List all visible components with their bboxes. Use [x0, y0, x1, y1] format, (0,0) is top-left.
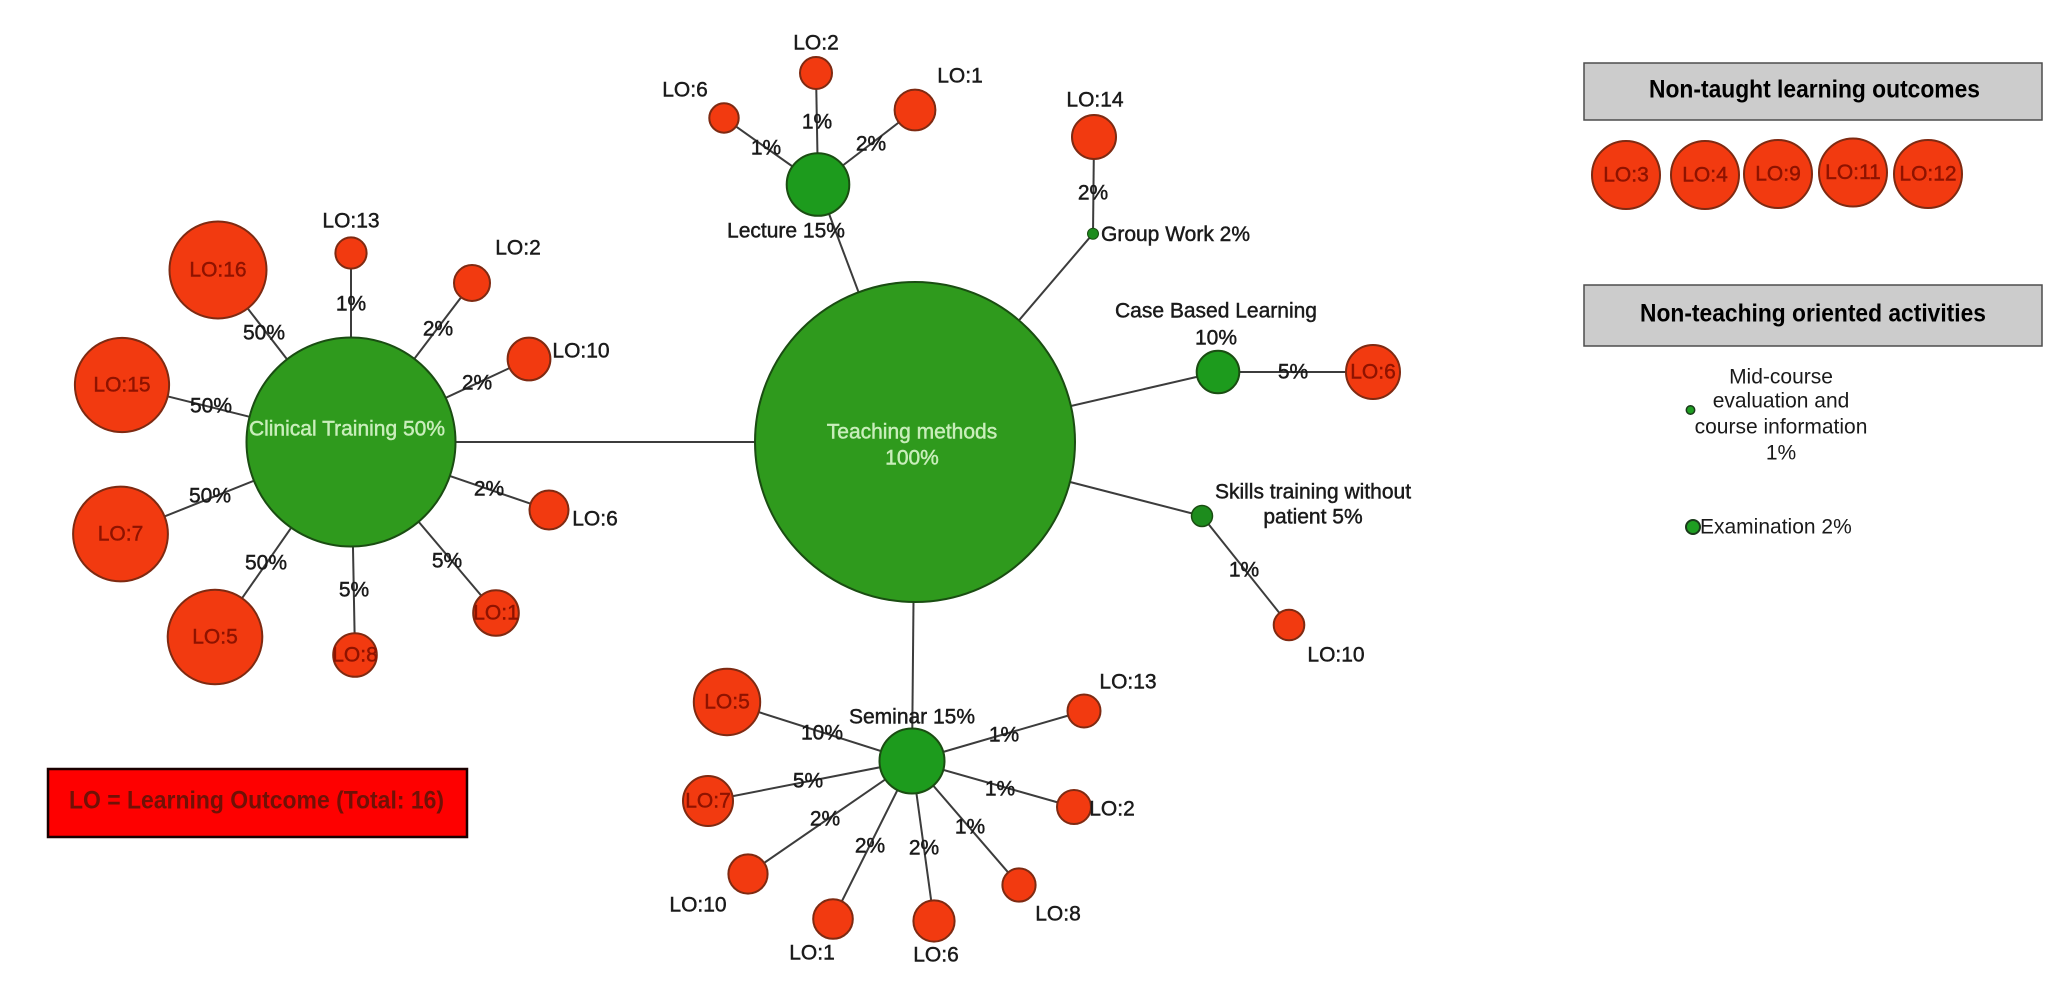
svg-text:2%: 2%: [1078, 182, 1108, 205]
svg-text:Examination 2%: Examination 2%: [1700, 516, 1852, 539]
svg-text:10%: 10%: [801, 722, 843, 745]
svg-text:1%: 1%: [1229, 559, 1259, 582]
svg-text:LO:10: LO:10: [669, 894, 726, 917]
svg-text:Case Based Learning: Case Based Learning: [1115, 300, 1317, 323]
svg-text:LO:9: LO:9: [1755, 163, 1801, 186]
svg-text:LO:3: LO:3: [1603, 164, 1649, 187]
svg-text:LO:12: LO:12: [1899, 163, 1956, 186]
svg-text:LO:8: LO:8: [1035, 903, 1081, 926]
svg-text:2%: 2%: [462, 372, 492, 395]
svg-text:evaluation and: evaluation and: [1713, 390, 1850, 413]
svg-text:course information: course information: [1695, 416, 1868, 439]
svg-text:LO:4: LO:4: [1682, 164, 1728, 187]
svg-text:1%: 1%: [336, 293, 366, 316]
svg-text:Mid-course: Mid-course: [1729, 366, 1833, 389]
svg-text:LO:2: LO:2: [1089, 798, 1135, 821]
svg-text:LO:1: LO:1: [473, 602, 519, 625]
svg-text:1%: 1%: [955, 816, 985, 839]
svg-text:1%: 1%: [989, 724, 1019, 747]
svg-text:Seminar 15%: Seminar 15%: [849, 706, 975, 729]
svg-text:50%: 50%: [190, 395, 232, 418]
svg-text:LO:6: LO:6: [572, 508, 618, 531]
svg-text:LO:7: LO:7: [98, 523, 144, 546]
svg-text:LO:13: LO:13: [322, 210, 379, 233]
svg-text:LO:10: LO:10: [1307, 644, 1364, 667]
svg-text:50%: 50%: [243, 322, 285, 345]
svg-text:5%: 5%: [339, 579, 369, 602]
svg-text:LO:6: LO:6: [1350, 361, 1396, 384]
svg-text:LO:5: LO:5: [704, 691, 750, 714]
svg-text:LO:16: LO:16: [189, 259, 246, 282]
svg-text:patient 5%: patient 5%: [1263, 506, 1362, 529]
svg-text:LO:13: LO:13: [1099, 671, 1156, 694]
svg-text:5%: 5%: [793, 770, 823, 793]
svg-text:1%: 1%: [751, 137, 781, 160]
svg-text:Skills training without: Skills training without: [1215, 481, 1411, 504]
svg-text:2%: 2%: [474, 478, 504, 501]
svg-text:2%: 2%: [423, 318, 453, 341]
svg-text:5%: 5%: [432, 550, 462, 573]
svg-text:1%: 1%: [985, 778, 1015, 801]
svg-text:Teaching methods: Teaching methods: [827, 421, 997, 444]
svg-text:LO:5: LO:5: [192, 626, 238, 649]
svg-text:LO = Learning Outcome (Total:: LO = Learning Outcome (Total: 16): [69, 787, 444, 815]
svg-text:2%: 2%: [856, 133, 886, 156]
svg-text:5%: 5%: [1278, 361, 1308, 384]
svg-text:LO:2: LO:2: [793, 32, 839, 55]
svg-text:Clinical Training 50%: Clinical Training 50%: [249, 418, 445, 441]
svg-text:Group Work 2%: Group Work 2%: [1101, 223, 1250, 246]
svg-text:2%: 2%: [909, 837, 939, 860]
svg-text:LO:6: LO:6: [913, 944, 959, 967]
svg-text:Lecture 15%: Lecture 15%: [727, 220, 845, 243]
svg-text:LO:15: LO:15: [93, 374, 150, 397]
svg-text:1%: 1%: [1766, 442, 1796, 465]
svg-text:50%: 50%: [245, 552, 287, 575]
svg-text:LO:10: LO:10: [552, 340, 609, 363]
svg-text:10%: 10%: [1195, 327, 1237, 350]
svg-text:Non-teaching oriented activiti: Non-teaching oriented activities: [1640, 300, 1986, 328]
svg-text:LO:8: LO:8: [332, 644, 378, 667]
svg-text:1%: 1%: [802, 111, 832, 134]
svg-text:LO:1: LO:1: [789, 942, 835, 965]
svg-text:2%: 2%: [810, 808, 840, 831]
svg-text:LO:11: LO:11: [1825, 161, 1881, 184]
svg-text:LO:2: LO:2: [495, 237, 541, 260]
svg-text:LO:7: LO:7: [685, 790, 731, 813]
svg-text:Non-taught learning outcomes: Non-taught learning outcomes: [1649, 76, 1980, 104]
svg-text:LO:1: LO:1: [937, 65, 983, 88]
svg-text:LO:14: LO:14: [1066, 89, 1124, 112]
svg-text:100%: 100%: [885, 447, 939, 470]
svg-text:50%: 50%: [189, 485, 231, 508]
svg-text:2%: 2%: [855, 835, 885, 858]
svg-text:LO:6: LO:6: [662, 79, 708, 102]
